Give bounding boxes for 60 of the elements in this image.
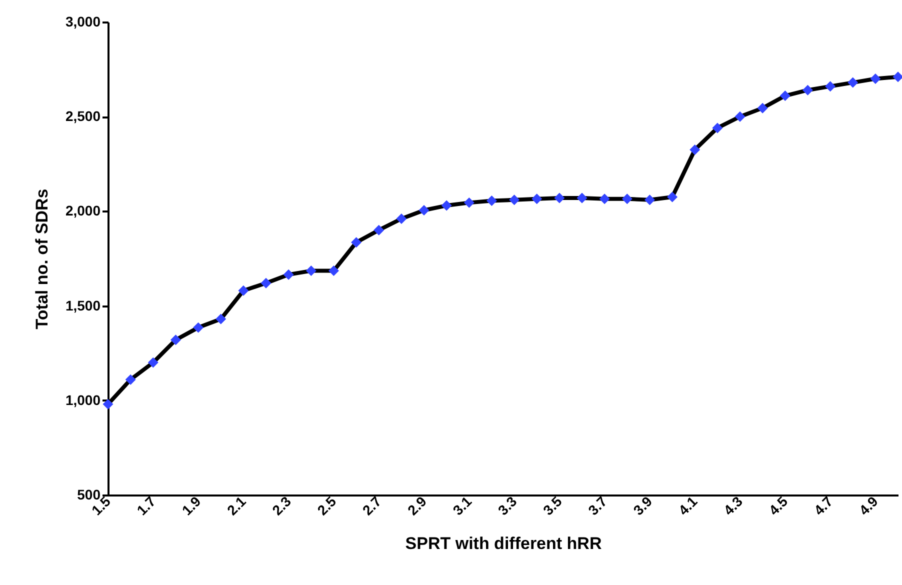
- point: [306, 266, 316, 276]
- point: [667, 192, 678, 202]
- x-tick-label: 3.7: [584, 492, 610, 518]
- point: [441, 200, 452, 211]
- x-axis-title: SPRT with different hRR: [405, 534, 602, 554]
- point: [351, 237, 362, 248]
- point: [486, 196, 497, 206]
- y-tick-label: 1,500: [65, 297, 101, 314]
- point: [216, 314, 226, 324]
- x-tick-label: 4.7: [810, 492, 836, 518]
- point: [260, 278, 272, 288]
- point: [757, 102, 768, 114]
- point: [396, 214, 407, 224]
- x-tick-label: 3.5: [540, 492, 566, 518]
- x-tick-label: 2.9: [404, 492, 430, 518]
- point: [238, 285, 249, 296]
- point: [170, 334, 181, 346]
- point: [892, 72, 902, 82]
- point: [125, 374, 136, 385]
- point: [870, 74, 881, 84]
- point: [690, 144, 700, 155]
- x-tick-label: 3.3: [494, 492, 520, 518]
- point: [576, 192, 588, 204]
- point: [328, 266, 339, 276]
- x-tick-label: 1.7: [134, 492, 159, 518]
- x-tick-label: 3.9: [630, 492, 656, 518]
- y-axis-title: Total no. of SDRs: [32, 188, 52, 330]
- point: [712, 122, 723, 134]
- point: [374, 224, 384, 236]
- y-tick-label: 2,000: [65, 202, 101, 219]
- point: [802, 84, 813, 96]
- x-tick-label: 2.5: [314, 492, 340, 518]
- point: [734, 111, 746, 122]
- x-tick-label: 2.7: [359, 492, 384, 518]
- x-tick-label: 4.5: [766, 492, 791, 518]
- point: [848, 77, 858, 88]
- point: [780, 90, 790, 102]
- x-tick-label: 2.1: [224, 492, 250, 518]
- point: [102, 398, 114, 410]
- y-tick-label: 3,000: [65, 14, 101, 30]
- x-tick-label: 4.1: [675, 492, 700, 518]
- x-tick-label: 1.9: [178, 492, 204, 518]
- x-tick-label: 2.3: [268, 492, 294, 518]
- point: [418, 205, 430, 216]
- point: [464, 197, 474, 208]
- point: [599, 194, 610, 204]
- point: [532, 194, 542, 204]
- x-tick-label: 4.3: [720, 492, 746, 518]
- point: [283, 269, 294, 280]
- y-tick-label: 2,500: [65, 108, 101, 124]
- point: [825, 81, 836, 92]
- x-tick-label: 3.1: [450, 492, 475, 518]
- x-tick-label: 4.9: [856, 492, 882, 518]
- y-tick-label: 1,000: [65, 392, 101, 408]
- point: [148, 357, 158, 368]
- point: [622, 194, 632, 204]
- point: [644, 194, 655, 206]
- point: [554, 192, 565, 204]
- point: [193, 322, 204, 333]
- point: [509, 194, 520, 206]
